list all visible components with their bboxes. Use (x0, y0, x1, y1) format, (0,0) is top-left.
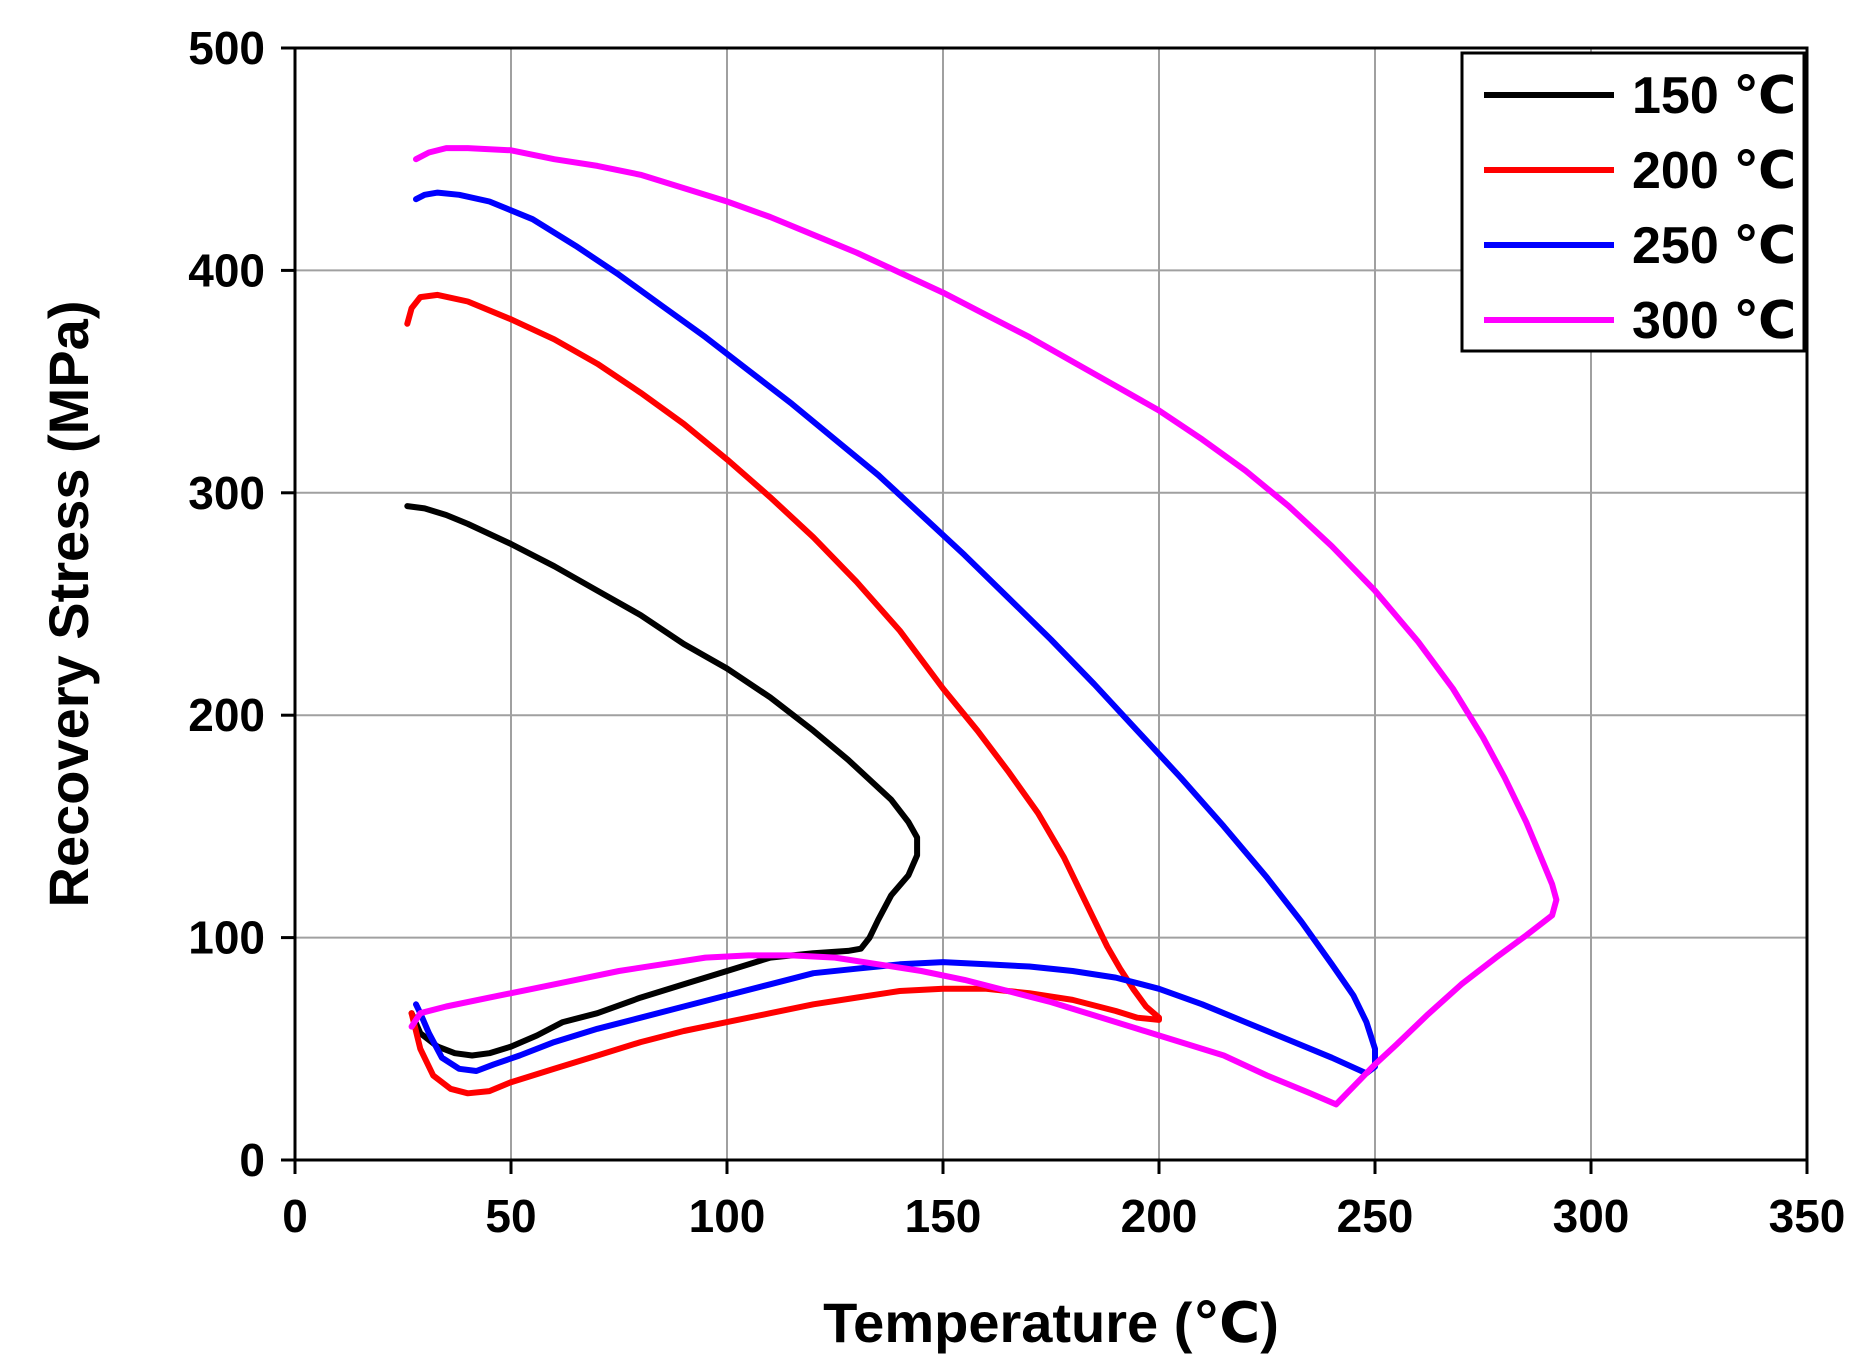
y-tick-label-400: 400 (188, 244, 265, 296)
x-tick-label-150: 150 (905, 1190, 982, 1242)
x-tick-label-300: 300 (1553, 1190, 1630, 1242)
legend-label-1: 150 ℃ (1632, 67, 1796, 125)
legend: 150 ℃ 200 ℃ 250 ℃ 300 ℃ (1460, 51, 1806, 353)
legend-box (1460, 51, 1806, 353)
x-tick-label-0: 0 (282, 1190, 308, 1242)
x-tick-label-350: 350 (1769, 1190, 1846, 1242)
series-layer (404, 145, 1560, 1108)
y-tick-label-200: 200 (188, 689, 265, 741)
x-axis-title: Temperature (℃) (823, 1291, 1279, 1354)
series-line-4 (408, 145, 1560, 1108)
legend-label-4: 300 ℃ (1632, 292, 1796, 350)
y-tick-label-300: 300 (188, 467, 265, 519)
axis-ticks: 0 50 100 150 200 250 300 350 0 100 200 300 400 500 (188, 22, 1845, 1242)
y-tick-label-0: 0 (239, 1134, 265, 1186)
plot-frame (293, 46, 1809, 1162)
y-tick-label-100: 100 (188, 912, 265, 964)
y-tick-label-500: 500 (188, 22, 265, 74)
legend-label-2: 200 ℃ (1632, 142, 1796, 200)
x-tick-label-250: 250 (1337, 1190, 1414, 1242)
legend-label-3: 250 ℃ (1632, 217, 1796, 275)
x-tick-label-50: 50 (485, 1190, 536, 1242)
x-tick-label-200: 200 (1121, 1190, 1198, 1242)
series-line-2 (404, 291, 1162, 1097)
x-tick-label-100: 100 (689, 1190, 766, 1242)
series-line-1 (404, 503, 921, 1059)
y-axis-title: Recovery Stress (MPa) (37, 301, 100, 908)
